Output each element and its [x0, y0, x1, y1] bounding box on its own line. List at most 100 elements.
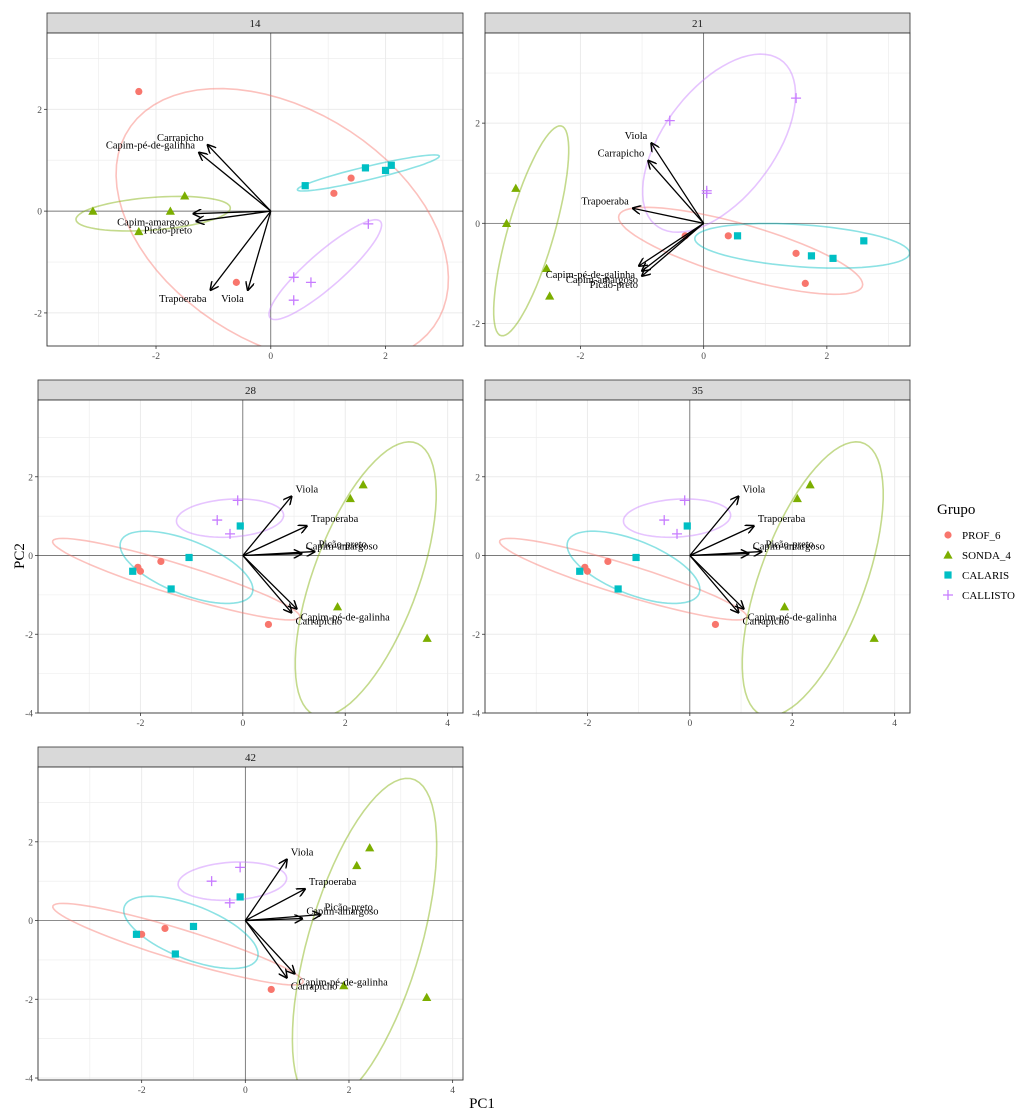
- x-tick-label: 0: [701, 352, 706, 362]
- x-tick-label: 0: [240, 719, 245, 729]
- x-tick-label: 4: [450, 1086, 455, 1096]
- point-callisto: [232, 495, 243, 506]
- legend-title: Grupo: [937, 502, 975, 518]
- panel-background: [38, 400, 463, 713]
- legend-item-prof_6: PROF_6: [944, 530, 1001, 542]
- ellipse-calaris: [122, 895, 259, 970]
- loading-label: Picão-preto: [590, 280, 638, 291]
- loading-label: Capim-amargoso: [753, 542, 825, 553]
- ellipse-calaris: [296, 154, 441, 192]
- loading-label: Capim-amargoso: [117, 218, 189, 229]
- ellipse-sonda_4: [294, 440, 437, 713]
- point-prof_6: [136, 567, 145, 575]
- panel-border: [37, 399, 464, 714]
- x-tick-label: 0: [687, 719, 692, 729]
- ellipse-prof_6: [498, 537, 748, 621]
- x-tick-label: 2: [383, 352, 388, 362]
- point-sonda_4: [422, 633, 432, 642]
- panel-strip-label: 42: [245, 752, 256, 764]
- point-sonda_4: [501, 218, 512, 227]
- point-sonda_4: [165, 206, 175, 215]
- point-sonda_4: [358, 480, 368, 489]
- loading-label: Picão-preto: [766, 540, 814, 551]
- panel-border: [46, 32, 464, 347]
- point-prof_6: [347, 174, 355, 182]
- point-callisto: [672, 528, 683, 539]
- point-sonda_4: [779, 602, 790, 611]
- loading-arrow: [245, 889, 305, 922]
- ellipse-calaris: [119, 530, 254, 605]
- y-tick-label: -2: [25, 631, 33, 641]
- point-sonda_4: [345, 493, 355, 503]
- panel-background: [47, 33, 463, 346]
- y-tick-label: -2: [472, 320, 480, 330]
- point-calaris: [236, 522, 244, 530]
- loading-label: Capim-amargoso: [306, 542, 378, 553]
- panel-strip-label: 21: [692, 18, 703, 30]
- y-tick-label: 0: [28, 552, 33, 562]
- ellipse-prof_6: [51, 537, 301, 621]
- ellipse-sonda_4: [741, 440, 884, 713]
- y-tick-label: 2: [28, 838, 33, 848]
- ellipse-callisto: [641, 53, 797, 234]
- point-calaris: [733, 232, 742, 240]
- y-tick-label: -4: [472, 710, 480, 720]
- ellipse-calaris: [693, 222, 910, 269]
- y-tick-label: 0: [475, 552, 480, 562]
- x-tick-label: 0: [268, 352, 273, 362]
- loading-label: Picão-preto: [144, 225, 192, 236]
- point-calaris: [683, 522, 691, 530]
- panel-background: [38, 767, 463, 1080]
- point-sonda_4: [365, 843, 375, 852]
- loading-label: Viola: [742, 484, 765, 495]
- point-sonda_4: [134, 226, 144, 236]
- x-tick-label: -2: [577, 352, 585, 362]
- point-sonda_4: [352, 860, 362, 870]
- y-tick-label: -4: [25, 1075, 33, 1085]
- point-callisto: [305, 277, 316, 288]
- point-sonda_4: [869, 633, 879, 642]
- point-prof_6: [267, 985, 275, 994]
- loading-arrow: [242, 496, 292, 556]
- point-sonda_4: [805, 480, 815, 489]
- y-tick-label: 0: [475, 220, 480, 230]
- point-sonda_4: [332, 602, 343, 611]
- loading-label: Carrapicho: [742, 617, 789, 628]
- point-callisto: [235, 862, 246, 873]
- ellipse-prof_6: [115, 87, 450, 346]
- loading-arrow: [689, 555, 744, 609]
- loading-arrow: [245, 919, 302, 921]
- panel-strip-label: 28: [245, 385, 257, 397]
- loading-arrow: [648, 161, 705, 224]
- point-calaris: [129, 567, 137, 575]
- panel-42: 42ViolaTrapoerabaPicão-pretoCapim-amargo…: [25, 746, 464, 1096]
- point-callisto: [288, 295, 299, 306]
- loading-arrow: [242, 555, 292, 613]
- loading-arrow: [208, 145, 272, 212]
- point-callisto: [224, 897, 235, 908]
- loading-arrow: [199, 153, 272, 212]
- loading-label: Capim-pé-de-galinha: [748, 613, 838, 624]
- point-prof_6: [135, 87, 143, 96]
- x-tick-label: 2: [790, 719, 795, 729]
- panel-28: 28 Viola Trapoeraba Picão-pretoCapim-amargo…: [25, 379, 464, 729]
- point-calaris: [807, 252, 816, 260]
- point-prof_6: [232, 278, 240, 286]
- point-prof_6: [330, 189, 338, 197]
- loading-label: Trapoeraba: [758, 514, 806, 525]
- point-callisto: [791, 93, 802, 104]
- loading-label: Capim-pé-de-galinha: [106, 141, 196, 152]
- loading-arrow: [244, 920, 286, 978]
- loading-arrow: [193, 211, 271, 214]
- y-tick-label: -2: [472, 631, 480, 641]
- loading-label: Trapoeraba: [581, 196, 629, 207]
- legend-key-sonda_4: [943, 550, 953, 559]
- point-callisto: [288, 272, 299, 283]
- loading-label: Capim-amargoso: [306, 907, 378, 918]
- loading-label: Trapoeraba: [159, 294, 207, 305]
- point-callisto: [679, 495, 690, 506]
- x-tick-label: 2: [347, 1086, 352, 1096]
- point-callisto: [206, 876, 217, 887]
- loading-arrow: [639, 222, 705, 266]
